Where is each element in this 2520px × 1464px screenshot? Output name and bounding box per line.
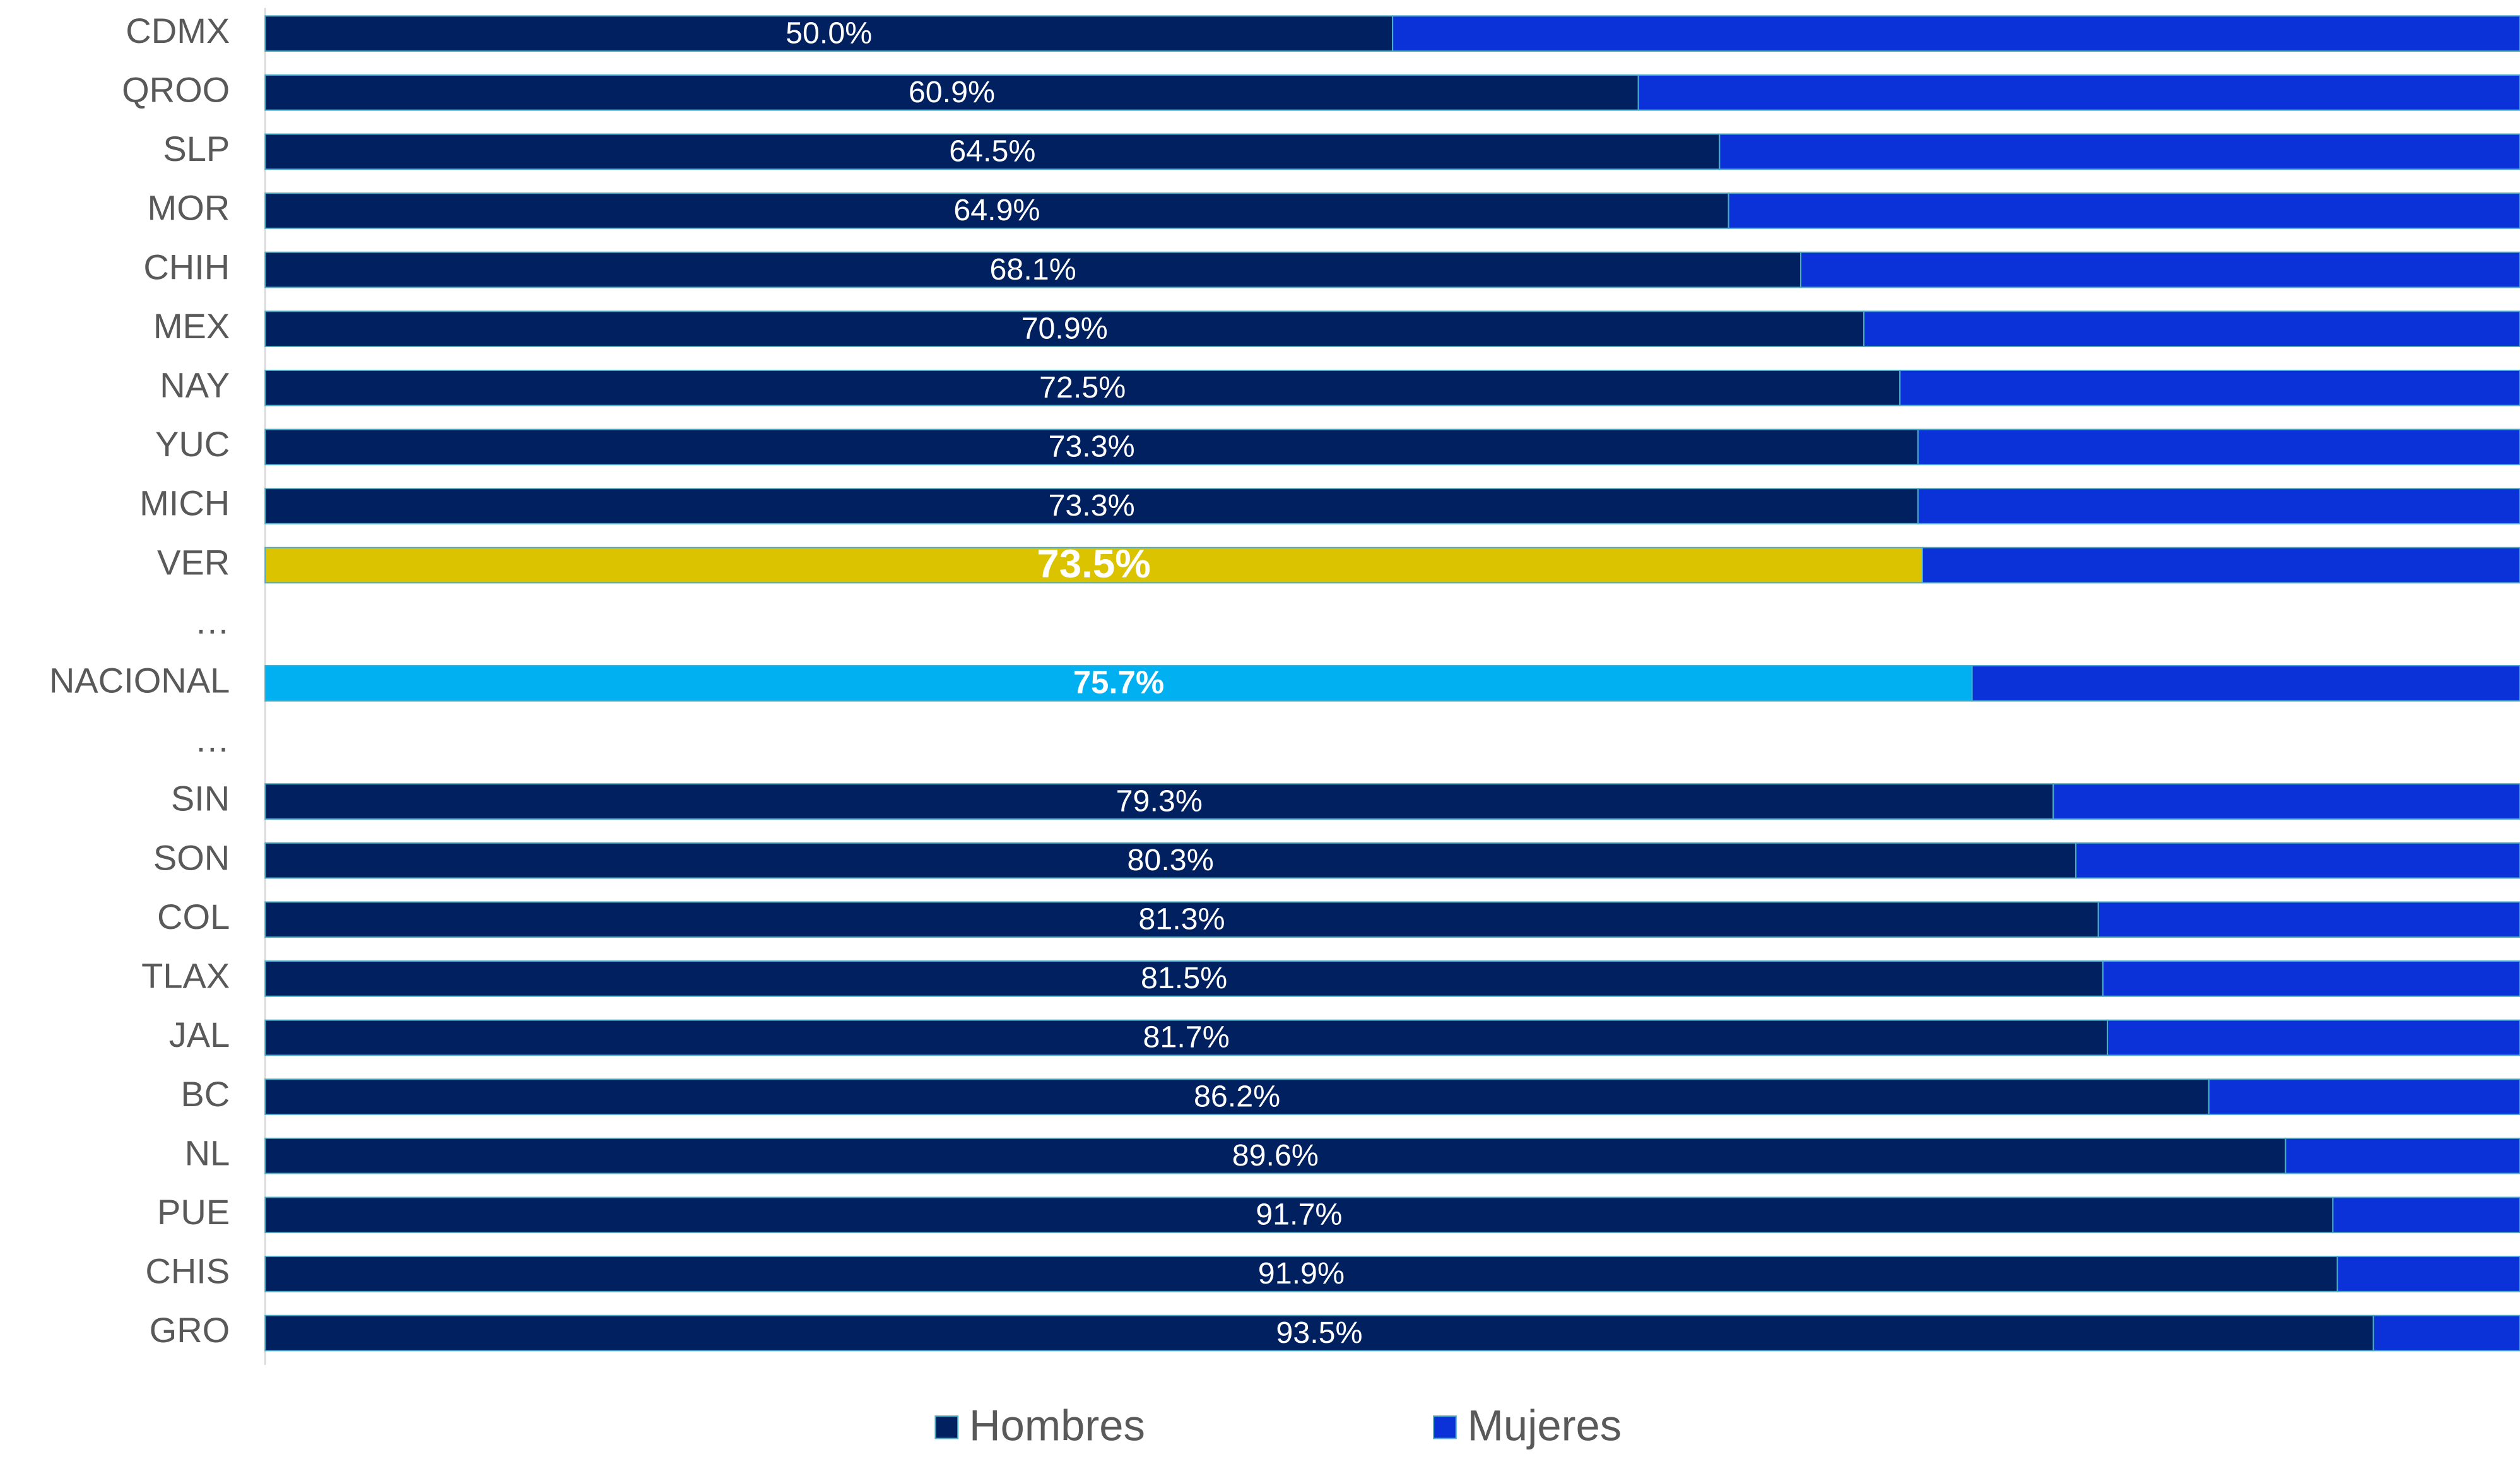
bar-segment: [2332, 1196, 2520, 1234]
legend-swatch: [1433, 1415, 1457, 1439]
data-label: 70.9%: [1022, 312, 1108, 346]
bar-segment: [2208, 1078, 2520, 1115]
bar-segment: [1392, 15, 2520, 52]
bar-segment: [2372, 1314, 2520, 1352]
legend-label: Mujeres: [1468, 1402, 1622, 1450]
data-label: 73.3%: [1048, 430, 1134, 464]
bar-segment: [1899, 369, 2520, 406]
bar-segment: [1799, 251, 2520, 288]
y-tick-label: VER: [157, 542, 230, 582]
data-label: 80.3%: [1128, 843, 1214, 877]
data-label: 75.7%: [1073, 664, 1164, 700]
bar-segment: [264, 546, 1923, 584]
data-label: 91.9%: [1258, 1256, 1345, 1290]
data-label: 68.1%: [990, 252, 1076, 286]
bar-segment: [1921, 546, 2520, 584]
data-label: 81.3%: [1138, 902, 1225, 936]
bar-segment: [1637, 74, 2520, 111]
y-tick-label: NL: [185, 1133, 230, 1173]
y-tick-label: SIN: [171, 779, 230, 818]
bar-segment: [264, 488, 1919, 524]
y-tick-label: YUC: [155, 424, 230, 464]
data-label: 86.2%: [1194, 1079, 1280, 1113]
bar-segment: [264, 1019, 2109, 1056]
y-tick-label: NAY: [160, 365, 230, 405]
bar-segment: [2285, 1137, 2520, 1174]
bar-segment: [1728, 192, 2520, 229]
data-label: 73.5%: [1037, 542, 1151, 586]
bar-segment: [1917, 428, 2520, 466]
y-tick-label: MEX: [153, 306, 230, 346]
bar-segment: [2106, 1019, 2520, 1056]
data-label: 79.3%: [1116, 784, 1203, 818]
data-label: 91.7%: [1256, 1198, 1342, 1232]
bar-segment: [2052, 783, 2520, 820]
bar-segment: [264, 74, 1639, 111]
bar-segment: [264, 1078, 2210, 1115]
data-label: 81.5%: [1141, 961, 1227, 995]
y-tick-label: MICH: [139, 483, 230, 523]
bar-segment: [264, 664, 1973, 702]
bar-segment: [264, 310, 1865, 348]
bar-segment: [264, 1256, 2338, 1292]
bar-segment: [264, 901, 2099, 938]
bar-segment: [264, 960, 2104, 997]
data-label: 50.0%: [786, 16, 872, 50]
bar-segment: [1863, 310, 2520, 348]
bar-segment: [1971, 664, 2520, 702]
data-label: 64.9%: [953, 193, 1040, 227]
bar-segment: [2097, 901, 2520, 938]
bar-segment: [264, 1137, 2287, 1174]
y-tick-label: COL: [157, 897, 230, 936]
y-tick-label: GRO: [150, 1310, 230, 1350]
y-tick-label: …: [194, 601, 230, 641]
bar-segment: [2102, 960, 2520, 997]
y-tick-label: CHIS: [145, 1251, 230, 1291]
y-tick-label: QROO: [122, 70, 230, 110]
data-label: 73.3%: [1048, 488, 1134, 522]
bar-segment: [2336, 1256, 2520, 1292]
data-label: 64.5%: [949, 134, 1035, 168]
y-tick-label: SON: [153, 838, 230, 878]
y-tick-label: JAL: [169, 1015, 230, 1054]
data-label: 89.6%: [1232, 1138, 1319, 1172]
bar-segment: [264, 1314, 2374, 1352]
legend-label: Hombres: [969, 1402, 1145, 1450]
bar-segment: [1719, 133, 2520, 170]
y-tick-label: CDMX: [126, 11, 230, 50]
y-tick-label: TLAX: [141, 956, 230, 996]
data-label: 93.5%: [1276, 1316, 1362, 1350]
bar-segment: [264, 1196, 2334, 1234]
bar-segment: [264, 133, 1721, 170]
y-tick-label: SLP: [163, 129, 230, 168]
y-tick-label: NACIONAL: [49, 661, 230, 700]
bar-segment: [2075, 842, 2520, 879]
data-label: 72.5%: [1039, 370, 1126, 404]
data-label: 81.7%: [1143, 1020, 1230, 1054]
y-tick-label: BC: [180, 1074, 230, 1114]
bar-segment: [1917, 488, 2520, 524]
y-tick-label: CHIH: [143, 247, 230, 286]
y-tick-label: …: [194, 719, 230, 759]
y-tick-label: PUE: [157, 1192, 230, 1232]
legend-swatch: [934, 1415, 959, 1439]
y-tick-label: MOR: [148, 188, 230, 228]
bar-segment: [264, 842, 2076, 879]
data-label: 60.9%: [909, 75, 995, 109]
